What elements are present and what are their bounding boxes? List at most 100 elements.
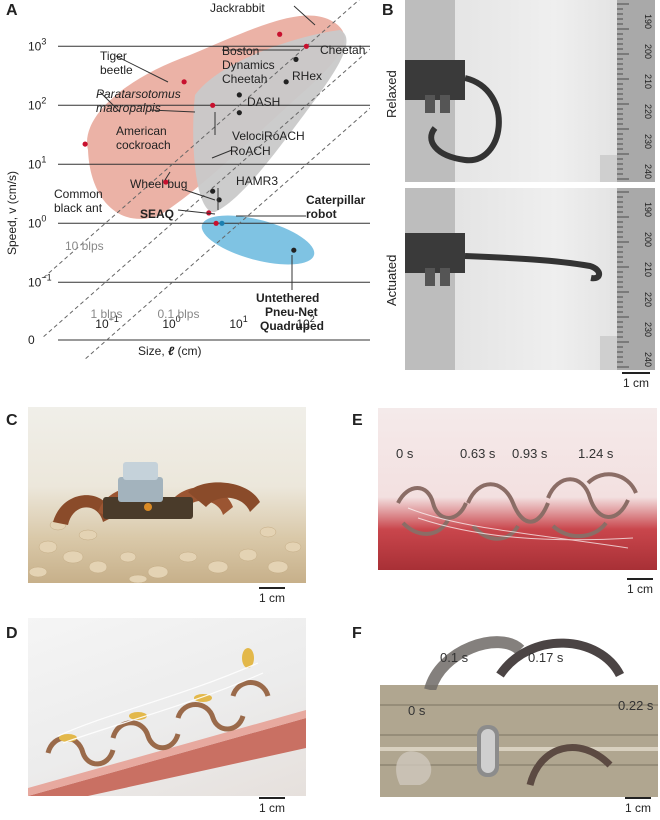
label-leader [99, 91, 121, 113]
label-pneu-net: Pneu-Net [265, 305, 318, 319]
label-caterpillar: robot [306, 207, 337, 221]
panel-c-photo [28, 407, 306, 583]
panel-f-photo [380, 685, 658, 797]
label-boston: Cheetah [222, 72, 267, 86]
label-dash: DASH [247, 95, 280, 109]
panel-f-flying-strips [424, 636, 625, 690]
ruler-label: 240 [643, 164, 653, 179]
data-point [213, 220, 219, 226]
label-caterpillar: Caterpillar [306, 193, 366, 207]
data-point [236, 110, 242, 116]
panel-f-time-3: 0.22 s [618, 698, 654, 713]
label-rhex: RHex [292, 69, 322, 83]
y-tick-label: 101 [28, 154, 46, 171]
label-boston: Dynamics [222, 58, 275, 72]
ruler-label: 230 [643, 134, 653, 149]
label-american-cockroach: American [116, 124, 167, 138]
scale-bar-c: 1 cm [252, 587, 292, 605]
ruler-label: 200 [643, 44, 653, 59]
data-point [303, 43, 309, 49]
ruler-label: 220 [643, 292, 653, 307]
label-velociroach: VelociRoACH [232, 129, 305, 143]
panel-d-letter: D [6, 625, 18, 642]
label-leader [149, 109, 196, 113]
panel-f-time-0: 0 s [408, 703, 426, 718]
blps-label: 0.1 blps [157, 307, 199, 321]
ruler-label: 210 [643, 262, 653, 277]
ruler-label: 230 [643, 322, 653, 337]
ruler-label: 240 [643, 352, 653, 367]
label-tiger: beetle [100, 63, 133, 77]
label-seaq: SEAQ [140, 207, 174, 221]
scale-bar-b-label: 1 cm [622, 376, 649, 390]
data-point [219, 220, 225, 226]
x-tick-label: 100 [162, 314, 180, 331]
x-tick-label: 10−1 [95, 314, 119, 331]
label-jackrabbit: Jackrabbit [210, 1, 265, 15]
blue-region [201, 215, 315, 265]
data-point [181, 79, 187, 85]
blps-label: 1 blps [90, 307, 122, 321]
label-cheetah: Cheetah [320, 43, 365, 57]
ruler-label: 210 [643, 74, 653, 89]
actuated-ruler: 190 200 210 220 230 240 [617, 188, 655, 370]
robot-region [193, 30, 347, 213]
blps-line [43, 48, 370, 338]
label-leader [164, 171, 171, 181]
label-common-ant: black ant [54, 201, 103, 215]
ruler-label: 190 [643, 202, 653, 217]
x-tick-label: 101 [229, 314, 247, 331]
data-point [291, 247, 297, 253]
data-point [82, 141, 88, 147]
scale-bar-d: 1 cm [252, 797, 292, 815]
actuated-photo [405, 188, 655, 370]
panel-f-letter: F [352, 625, 362, 642]
panel-f-time-2: 0.17 s [528, 650, 564, 665]
panel-e-time-2: 0.93 s [512, 446, 548, 461]
ruler-label: 220 [643, 104, 653, 119]
label-wheel-bug: Wheel bug [130, 177, 187, 191]
data-point [210, 188, 216, 194]
panel-e-time-0: 0 s [396, 446, 414, 461]
y-tick-label: 10−1 [28, 272, 52, 289]
label-leader [184, 189, 216, 201]
y-tick-label: 103 [28, 36, 46, 53]
y-axis-label: Speed, v (cm/s) [5, 171, 19, 255]
scale-bar-d-label: 1 cm [258, 801, 285, 815]
label-paratarsotomus: Paratarsotomus [96, 87, 181, 101]
label-pneu-net: Untethered [256, 291, 319, 305]
y-tick-label: 102 [28, 95, 46, 112]
scale-bar-e: 1 cm [620, 578, 660, 596]
data-point [283, 79, 289, 85]
x-tick-label: 102 [296, 314, 314, 331]
relaxed-ruler: 190 200 210 220 230 240 [617, 0, 655, 182]
panel-e-time-1: 0.63 s [460, 446, 496, 461]
blps-line [43, 0, 360, 279]
label-leader [177, 209, 216, 215]
panel-e-photo: 0 s 0.63 s 0.93 s 1.24 s [378, 408, 657, 570]
y-tick-label: 0 [28, 333, 35, 347]
scale-bar-c-label: 1 cm [258, 591, 285, 605]
panel-e-letter: E [352, 412, 363, 429]
label-american-cockroach: cockroach [116, 138, 171, 152]
actuated-label: Actuated [384, 254, 399, 306]
scale-bar-f-label: 1 cm [624, 801, 651, 815]
panel-c-letter: C [6, 412, 18, 429]
panel-d-photo [28, 618, 306, 796]
label-common-ant: Common [54, 187, 103, 201]
data-point [163, 179, 169, 185]
label-leader [293, 5, 316, 26]
label-leader [115, 55, 169, 83]
scale-bar-f: 1 cm [618, 797, 658, 815]
blps-line [83, 107, 370, 360]
label-tiger: Tiger [100, 49, 127, 63]
label-pneu-net: Quadruped [260, 319, 324, 333]
data-point [236, 92, 242, 98]
relaxed-label: Relaxed [384, 70, 399, 118]
scale-bar-b: 1 cm [616, 372, 656, 390]
data-point [210, 102, 216, 108]
label-paratarsotomus: macropalpis [96, 101, 161, 115]
label-hamr3: HAMR3 [236, 174, 278, 188]
data-point [216, 197, 222, 203]
scale-bar-e-label: 1 cm [626, 582, 653, 596]
